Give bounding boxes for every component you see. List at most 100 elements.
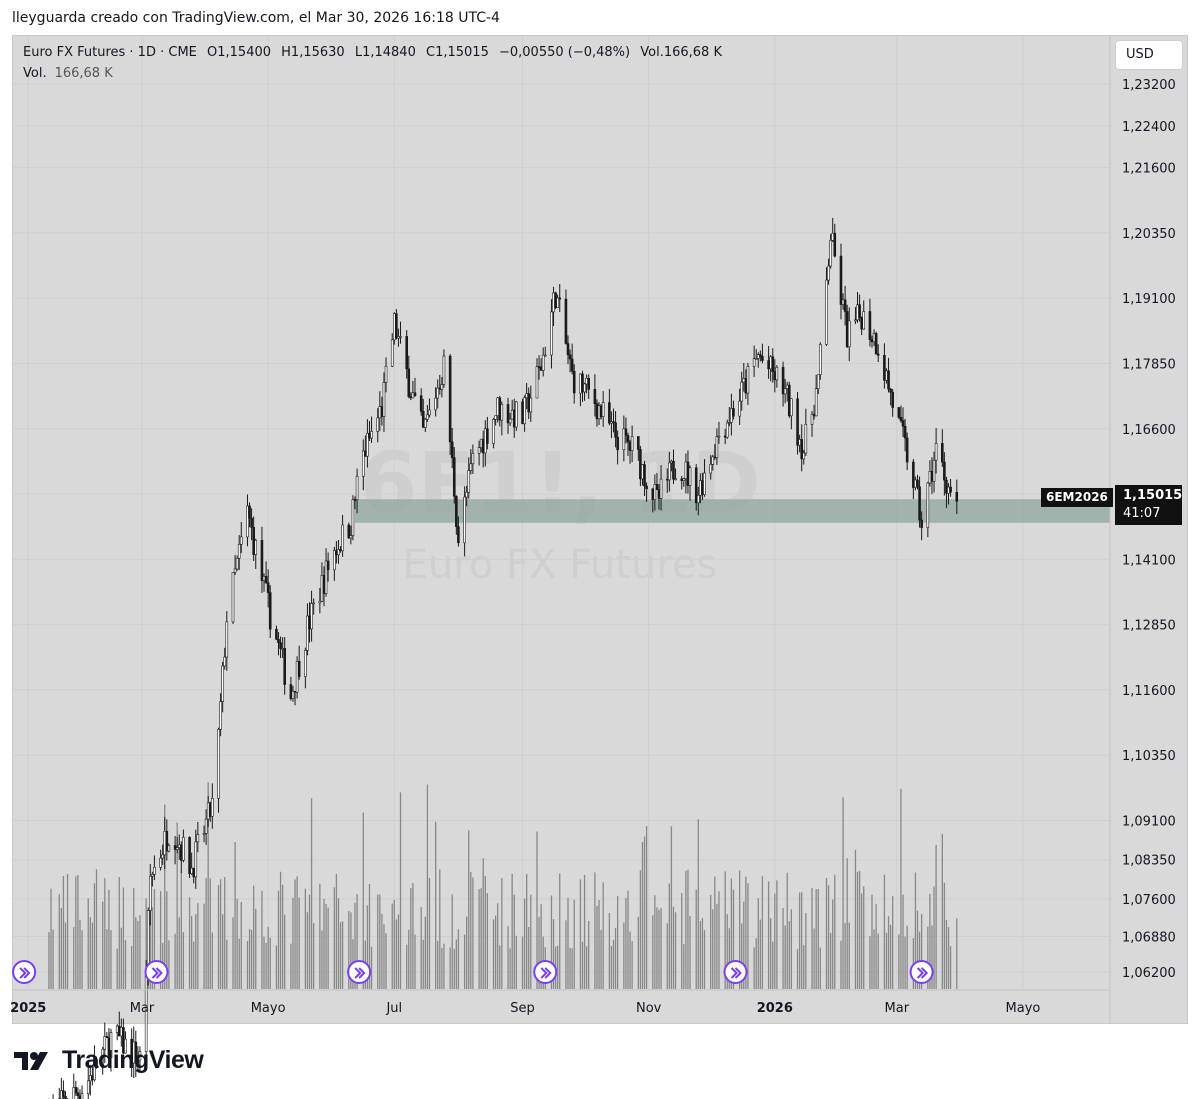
candle-body xyxy=(281,648,284,650)
candle-body xyxy=(436,387,440,399)
time-tick-label: Mayo xyxy=(1006,1001,1041,1016)
candle-body xyxy=(541,354,545,371)
candle-body xyxy=(148,875,152,911)
time-tick-label: Nov xyxy=(636,1001,662,1016)
candle-body xyxy=(798,439,801,446)
candle-body xyxy=(781,366,785,395)
candle-body xyxy=(390,339,394,367)
event-markers xyxy=(12,960,934,984)
candle-body xyxy=(699,480,702,496)
candle-body xyxy=(558,297,562,300)
candle-body xyxy=(725,422,729,438)
candle-body xyxy=(653,484,657,500)
candle-body xyxy=(928,471,932,484)
candle-body xyxy=(76,1092,80,1097)
candle-body xyxy=(570,358,574,372)
candle-body xyxy=(479,438,483,448)
dividend-event-icon xyxy=(347,960,372,984)
candle-body xyxy=(783,388,787,395)
candle-body xyxy=(93,1058,96,1081)
candle-body xyxy=(159,857,162,868)
candle-body xyxy=(438,387,442,390)
candle-body xyxy=(829,240,832,267)
candle-body xyxy=(657,489,661,499)
candle-body xyxy=(804,423,808,454)
candle-body xyxy=(738,400,741,417)
candle-body xyxy=(767,360,770,370)
candle-body xyxy=(527,393,531,413)
low-value: L1,14840 xyxy=(354,45,416,60)
candle-body xyxy=(926,482,930,528)
candle-body xyxy=(556,297,559,308)
candle-body xyxy=(899,417,903,421)
candle-body xyxy=(364,450,367,457)
candle-body xyxy=(498,397,502,421)
tradingview-logo-icon xyxy=(14,1051,48,1070)
tradingview-logo[interactable]: TradingView xyxy=(14,1046,204,1075)
candle-body xyxy=(173,845,177,850)
candle-body xyxy=(192,867,196,878)
candle-body xyxy=(512,409,516,428)
candle-body xyxy=(643,464,646,487)
candle-body xyxy=(914,479,917,488)
candle-body xyxy=(409,396,413,399)
currency-button[interactable]: USD xyxy=(1115,40,1183,70)
candle-body xyxy=(870,339,874,343)
candle-body xyxy=(117,1025,121,1037)
volume-value: Vol.166,68 K xyxy=(640,45,722,60)
time-tick-label: Jul xyxy=(385,1001,402,1016)
candle-body xyxy=(457,526,460,544)
candle-body xyxy=(91,1075,94,1081)
candle-body xyxy=(120,1027,123,1037)
candle-body xyxy=(442,355,446,385)
candle-body xyxy=(349,535,353,539)
candle-body xyxy=(380,406,384,417)
candle-body xyxy=(80,1093,84,1099)
candle-body xyxy=(335,550,338,556)
candle-body xyxy=(628,441,632,451)
candle-body xyxy=(529,397,533,413)
candle-body xyxy=(874,333,878,355)
candle-body xyxy=(208,802,212,817)
candle-body xyxy=(138,1051,142,1061)
candle-body xyxy=(709,464,712,474)
candle-body xyxy=(333,550,336,571)
candle-body xyxy=(295,660,299,693)
candle-body xyxy=(787,384,791,417)
candle-body xyxy=(934,443,938,461)
candle-body xyxy=(163,830,167,856)
legend-header: Euro FX Futures · 1D · CME O1,15400 H1,1… xyxy=(23,45,728,60)
candle-body xyxy=(564,298,568,344)
candle-body xyxy=(775,366,779,381)
candle-body xyxy=(233,568,237,573)
symbol-price-tag: 6EM2026 xyxy=(1041,488,1113,507)
candle-body xyxy=(885,370,888,381)
candle-body xyxy=(754,358,758,360)
candle-body xyxy=(310,603,313,630)
time-tick-label: 2026 xyxy=(757,1001,793,1016)
change-value: −0,00550 (−0,48%) xyxy=(498,45,631,60)
price-tick-label: 1,19100 xyxy=(1122,292,1176,307)
close-value: C1,15015 xyxy=(426,45,489,60)
candle-body xyxy=(413,392,417,397)
candle-body xyxy=(523,397,526,425)
candle-body xyxy=(153,867,156,875)
candle-body xyxy=(672,460,675,480)
candle-body xyxy=(680,478,684,481)
symbol-label[interactable]: Euro FX Futures · 1D · CME xyxy=(23,45,197,60)
candle-body xyxy=(612,421,615,424)
candle-body xyxy=(883,355,886,381)
candle-body xyxy=(304,650,307,677)
volume-legend[interactable]: Vol. 166,68 K xyxy=(23,66,113,81)
candle-body xyxy=(219,701,222,730)
candle-body xyxy=(903,425,907,439)
candle-body xyxy=(740,381,744,402)
candle-body xyxy=(595,403,599,420)
candle-body xyxy=(248,505,251,519)
candle-body xyxy=(318,600,322,604)
candle-body xyxy=(308,615,311,630)
candle-body xyxy=(688,467,692,486)
candle-body xyxy=(165,830,169,852)
candle-body xyxy=(231,571,235,623)
